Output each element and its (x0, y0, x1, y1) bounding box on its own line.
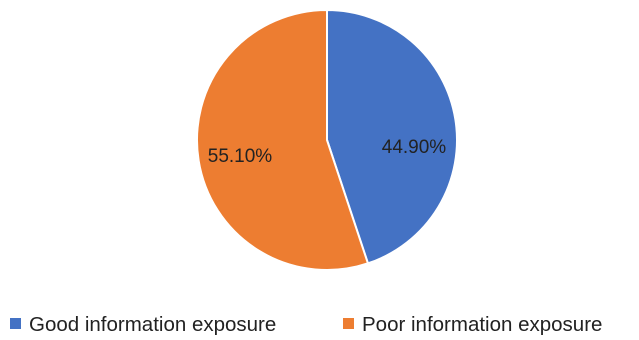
legend-label-good: Good information exposure (29, 313, 276, 335)
pie-slice-labels: 44.90% 55.10% (208, 137, 447, 167)
pie-slice-good (326, 8, 458, 265)
pie-slices (196, 8, 458, 271)
legend-swatch-poor (343, 318, 354, 329)
pie-slice-poor (196, 8, 370, 271)
slice-label-poor: 55.10% (208, 146, 273, 167)
legend-swatch-good (10, 318, 21, 329)
legend: Good information exposure Poor informati… (10, 313, 602, 336)
legend-label-poor: Poor information exposure (362, 313, 602, 335)
slice-label-good: 44.90% (382, 137, 447, 158)
